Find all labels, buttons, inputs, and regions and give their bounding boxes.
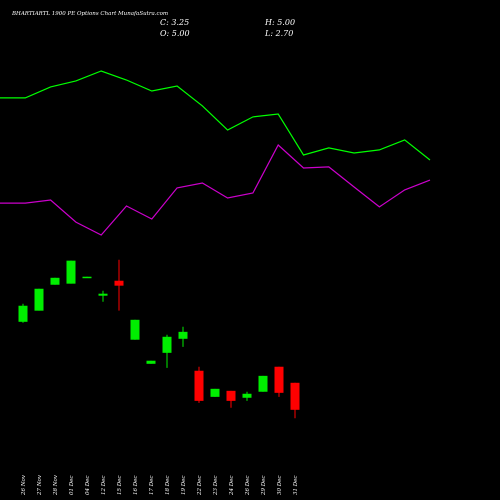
x-tick-label: 04 Dec bbox=[85, 476, 91, 496]
candle-body bbox=[98, 293, 108, 296]
candle-body bbox=[130, 319, 140, 340]
x-tick-label: 29 Dec bbox=[261, 476, 267, 497]
candle-body bbox=[146, 360, 156, 364]
close-label: C: 3.25 bbox=[160, 18, 189, 27]
candle-body bbox=[34, 288, 44, 311]
candle-body bbox=[50, 277, 60, 285]
candle-body bbox=[210, 388, 220, 397]
x-tick-label: 19 Dec bbox=[181, 476, 187, 496]
open-label: O: 5.00 bbox=[160, 29, 190, 38]
candle-body bbox=[258, 375, 268, 392]
candle-body bbox=[274, 366, 284, 393]
line bbox=[0, 144, 431, 236]
candle-body bbox=[242, 393, 252, 398]
candle-body bbox=[66, 260, 76, 284]
x-tick-label: 23 Dec bbox=[213, 476, 219, 497]
x-tick-label: 26 Nov bbox=[21, 474, 27, 496]
x-tick-label: 31 Dec bbox=[293, 476, 299, 496]
x-tick-label: 26 Dec bbox=[245, 476, 251, 497]
low-label: L: 2.70 bbox=[264, 29, 293, 38]
x-tick-label: 18 Dec bbox=[165, 476, 171, 496]
candle-body bbox=[114, 280, 124, 286]
x-tick-label: 27 Nov bbox=[37, 474, 43, 496]
x-tick-label: 30 Dec bbox=[277, 476, 283, 496]
x-tick-label: 12 Dec bbox=[101, 476, 107, 496]
x-tick-label: 24 Dec bbox=[229, 476, 235, 497]
candle-body bbox=[82, 276, 92, 279]
high-label: H: 5.00 bbox=[264, 18, 295, 27]
x-tick-label: 15 Dec bbox=[117, 476, 123, 496]
candle-body bbox=[194, 370, 204, 401]
candle-body bbox=[162, 336, 172, 353]
candle-body bbox=[290, 382, 300, 410]
x-tick-label: 17 Dec bbox=[149, 476, 155, 496]
line bbox=[0, 70, 431, 161]
candle-body bbox=[178, 331, 188, 339]
candle-body bbox=[18, 305, 28, 322]
candle-body bbox=[226, 390, 236, 401]
x-tick-label: 22 Dec bbox=[197, 476, 203, 497]
chart-title: BHARTIARTL 1900 PE Options Chart MunafaS… bbox=[11, 11, 168, 17]
x-tick-label: 01 Dec bbox=[69, 476, 75, 496]
x-tick-label: 16 Dec bbox=[133, 476, 139, 496]
x-tick-label: 28 Nov bbox=[53, 474, 59, 496]
